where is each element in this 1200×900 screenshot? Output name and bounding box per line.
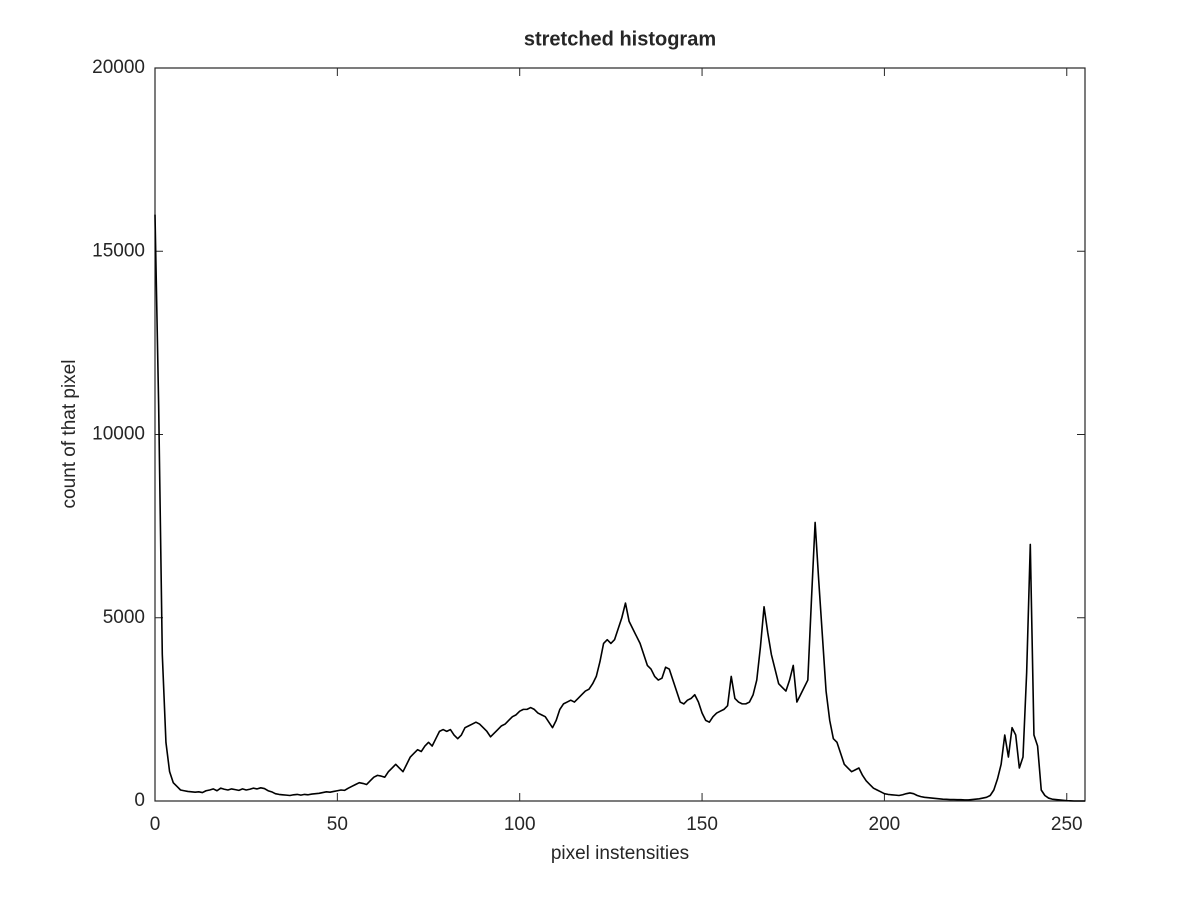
y-tick-label: 5000 (103, 607, 145, 628)
y-tick-label: 0 (134, 790, 145, 811)
y-tick-label: 15000 (92, 240, 145, 261)
x-axis-label: pixel instensities (551, 843, 689, 864)
chart-title: stretched histogram (524, 28, 716, 50)
y-tick-label: 10000 (92, 424, 145, 445)
x-tick-label: 100 (504, 814, 536, 835)
x-tick-label: 0 (150, 814, 161, 835)
x-tick-label: 50 (327, 814, 348, 835)
x-tick-label: 200 (869, 814, 901, 835)
data-line (154, 214, 1085, 802)
y-axis-label: count of that pixel (59, 360, 80, 509)
x-tick-label: 250 (1051, 814, 1083, 835)
y-tick-label: 20000 (92, 57, 145, 78)
x-tick-label: 150 (686, 814, 718, 835)
